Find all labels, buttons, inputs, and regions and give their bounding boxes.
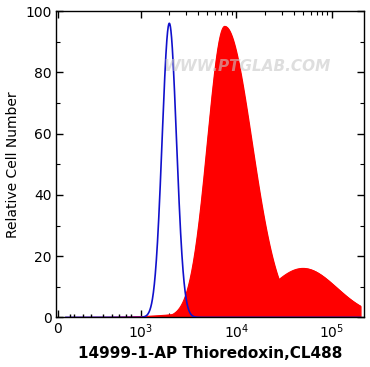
X-axis label: 14999-1-AP Thioredoxin,CL488: 14999-1-AP Thioredoxin,CL488 — [78, 346, 343, 361]
Text: WWW.PTGLAB.COM: WWW.PTGLAB.COM — [164, 59, 331, 74]
Y-axis label: Relative Cell Number: Relative Cell Number — [6, 91, 20, 237]
